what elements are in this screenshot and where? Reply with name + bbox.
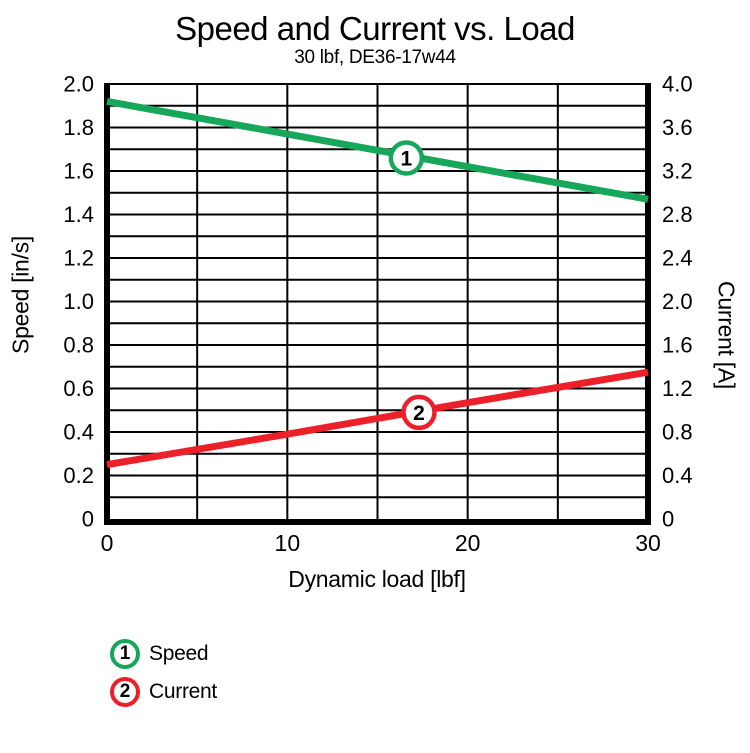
svg-text:1.2: 1.2 [63,246,94,271]
svg-text:0: 0 [82,507,94,532]
speed-line [106,97,649,203]
legend-marker-current-icon: 2 [110,677,140,707]
chart-title: Speed and Current vs. Load [175,10,575,47]
svg-text:1.6: 1.6 [662,333,693,358]
left-tick-labels: 0 0.2 0.4 0.6 0.8 1.0 1.2 1.4 1.6 1.8 2.0 [63,72,94,532]
legend-item-speed: 1 Speed [110,635,217,673]
svg-text:1.4: 1.4 [63,202,94,227]
svg-text:0.6: 0.6 [63,376,94,401]
current-line [106,368,649,469]
svg-text:0.8: 0.8 [63,333,94,358]
svg-text:1: 1 [401,147,413,170]
svg-text:1.2: 1.2 [662,376,693,401]
legend-item-current: 2 Current [110,673,217,711]
svg-text:2.4: 2.4 [662,246,693,271]
x-tick-labels: 0 10 20 30 [101,530,661,556]
legend-marker-speed-icon: 1 [110,639,140,669]
svg-text:0.4: 0.4 [63,420,94,445]
svg-text:3.6: 3.6 [662,115,693,140]
legend: 1 Speed 2 Current [110,635,217,711]
legend-label-current: Current [149,680,217,703]
marker-1: 1 [388,140,425,176]
svg-text:4.0: 4.0 [662,72,693,97]
svg-text:1.6: 1.6 [63,159,94,184]
svg-text:2.0: 2.0 [662,289,693,314]
svg-text:2.8: 2.8 [662,202,693,227]
svg-text:0.4: 0.4 [662,463,693,488]
svg-text:0.2: 0.2 [63,463,94,488]
svg-text:1.8: 1.8 [63,115,94,140]
svg-text:20: 20 [455,530,481,556]
marker-2: 2 [401,394,437,431]
svg-text:1.0: 1.0 [63,289,94,314]
svg-text:10: 10 [275,530,301,556]
x-axis-title: Dynamic load [lbf] [288,566,466,592]
chart-subtitle: 30 lbf, DE36-17w44 [294,47,456,68]
svg-text:0: 0 [662,507,674,532]
svg-text:2.0: 2.0 [63,72,94,97]
legend-label-speed: Speed [149,642,209,665]
svg-text:0: 0 [101,530,114,556]
right-tick-labels: 0 0.4 0.8 1.2 1.6 2.0 2.4 2.8 3.2 3.6 4.0 [662,72,693,532]
svg-text:0.8: 0.8 [662,420,693,445]
gridlines [107,83,648,519]
svg-text:3.2: 3.2 [662,159,693,184]
svg-text:30: 30 [635,530,661,556]
svg-text:2: 2 [413,402,425,425]
axis-spines [104,83,651,525]
